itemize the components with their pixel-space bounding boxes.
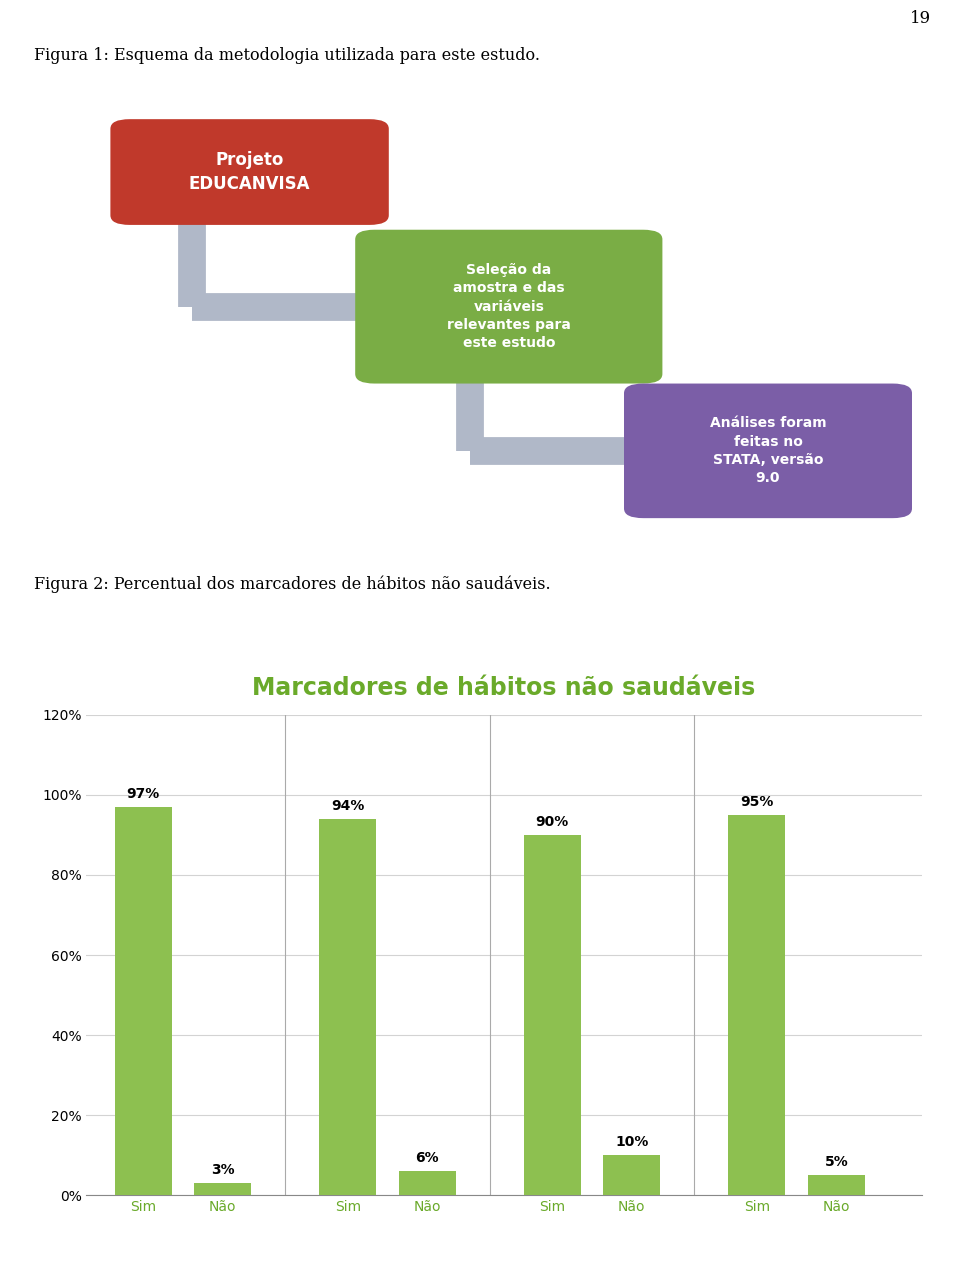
FancyBboxPatch shape	[624, 383, 912, 519]
Text: 97%: 97%	[127, 787, 160, 801]
Bar	[524, 835, 581, 1195]
Text: 5%: 5%	[825, 1155, 849, 1169]
Text: Figura 1: Esquema da metodologia utilizada para este estudo.: Figura 1: Esquema da metodologia utiliza…	[34, 47, 540, 63]
Text: 10%: 10%	[615, 1136, 649, 1150]
Text: 94%: 94%	[331, 799, 365, 813]
FancyBboxPatch shape	[110, 119, 389, 225]
FancyBboxPatch shape	[355, 230, 662, 383]
Text: 3%: 3%	[211, 1164, 234, 1178]
Text: Seleção da
amostra e das
variáveis
relevantes para
este estudo: Seleção da amostra e das variáveis relev…	[446, 263, 571, 350]
Text: Projeto
EDUCANVISA: Projeto EDUCANVISA	[189, 152, 310, 192]
Text: Figura 2: Percentual dos marcadores de hábitos não saudáveis.: Figura 2: Percentual dos marcadores de h…	[34, 576, 550, 593]
Bar	[808, 1175, 865, 1195]
Bar	[115, 807, 172, 1195]
Text: 19: 19	[910, 10, 931, 27]
Text: 6%: 6%	[416, 1151, 439, 1165]
Text: 90%: 90%	[536, 815, 569, 829]
Text: 95%: 95%	[740, 794, 774, 808]
Title: Marcadores de hábitos não saudáveis: Marcadores de hábitos não saudáveis	[252, 677, 756, 701]
Bar	[729, 815, 785, 1195]
Bar	[399, 1171, 456, 1195]
Bar	[320, 818, 376, 1195]
Text: Análises foram
feitas no
STATA, versão
9.0: Análises foram feitas no STATA, versão 9…	[709, 416, 827, 486]
Bar	[604, 1155, 660, 1195]
Bar	[194, 1184, 252, 1195]
